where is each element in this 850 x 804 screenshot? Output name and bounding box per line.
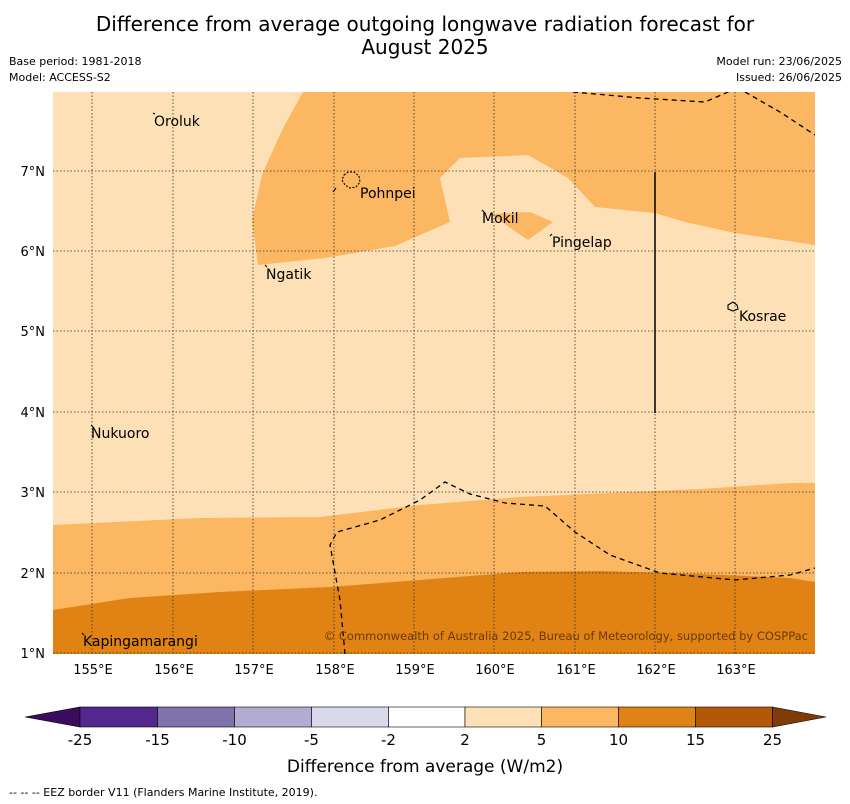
model-run: Model run: 23/06/2025	[716, 55, 842, 68]
longitude-ticks: 155°E 156°E 157°E 158°E 159°E 160°E 161°…	[73, 663, 756, 678]
label-ngatik: Ngatik	[266, 267, 312, 283]
colorbar-box-8	[618, 706, 696, 728]
colorbar-tick-8: 10	[609, 731, 628, 749]
colorbar-box-9	[695, 706, 773, 728]
colorbar-box-2	[157, 706, 235, 728]
colorbar-tick-4: -5	[304, 731, 319, 749]
label-mokil: Mokil	[482, 211, 519, 227]
label-kapingamarangi: Kapingamarangi	[83, 634, 198, 650]
label-pingelap: Pingelap	[552, 235, 612, 251]
colorbar-extend-high	[772, 706, 827, 728]
colorbar-box-7	[541, 706, 619, 728]
eez-border-note: -- -- -- EEZ border V11 (Flanders Marine…	[9, 786, 318, 799]
colorbar-tick-9: 15	[686, 731, 705, 749]
colorbar-tick-10: 25	[763, 731, 782, 749]
meta-left: Base period: 1981-2018 Model: ACCESS-S2	[9, 54, 141, 86]
lat-tick-3: 3°N	[21, 486, 46, 501]
anomaly-10-15-region	[53, 571, 815, 654]
copyright-notice: © Commonwealth of Australia 2025, Bureau…	[324, 629, 808, 643]
colorbar-box-1	[79, 706, 158, 728]
pohnpei-island-outline	[341, 171, 361, 189]
colorbar-tick-1: -25	[68, 731, 93, 749]
lon-tick-159: 159°E	[395, 663, 435, 678]
colorbar-box-6	[464, 706, 542, 728]
colorbar-tick-7: 5	[537, 731, 547, 749]
label-kosrae: Kosrae	[739, 309, 786, 325]
meta-right: Model run: 23/06/2025 Issued: 26/06/2025	[716, 54, 842, 86]
base-period: Base period: 1981-2018	[9, 55, 142, 68]
lat-tick-4: 4°N	[21, 406, 46, 421]
lon-tick-163: 163°E	[716, 663, 756, 678]
issued-date: Issued: 26/06/2025	[735, 71, 842, 84]
kosrae-island-outline	[727, 301, 739, 312]
lon-tick-156: 156°E	[154, 663, 194, 678]
label-pohnpei: Pohnpei	[360, 186, 416, 202]
colorbar-box-4	[311, 706, 389, 728]
colorbar-tick-2: -15	[145, 731, 170, 749]
island-outlines	[81, 112, 739, 636]
lon-tick-160: 160°E	[475, 663, 515, 678]
colorbar-tick-5: -2	[381, 731, 396, 749]
lon-tick-158: 158°E	[315, 663, 355, 678]
lat-tick-6: 6°N	[21, 245, 46, 260]
lon-tick-155: 155°E	[73, 663, 113, 678]
title-line-1: Difference from average outgoing longwav…	[95, 12, 755, 36]
lat-tick-5: 5°N	[21, 325, 46, 340]
map-title: Difference from average outgoing longwav…	[0, 13, 850, 59]
model-name: Model: ACCESS-S2	[9, 71, 111, 84]
lon-tick-161: 161°E	[556, 663, 596, 678]
lat-tick-2: 2°N	[21, 567, 46, 582]
latitude-ticks: 7°N 6°N 5°N 4°N 3°N 2°N 1°N	[21, 165, 46, 662]
colorbar: -25 -15 -10 -5 -2 2 5 10 15 25 Differenc…	[24, 706, 827, 777]
colorbar-extend-low	[24, 706, 81, 728]
eez-border	[329, 92, 815, 654]
colorbar-tick-6: 2	[460, 731, 470, 749]
lon-tick-162: 162°E	[636, 663, 676, 678]
map-area: Oroluk Pohnpei Mokil Pingelap Ngatik Kos…	[53, 92, 815, 654]
lat-tick-7: 7°N	[21, 165, 46, 180]
label-nukuoro: Nukuoro	[91, 426, 149, 442]
anomaly-5-10-region-mokil	[490, 212, 553, 240]
title-line-2: August 2025	[361, 35, 489, 59]
colorbar-box-5	[388, 706, 466, 728]
anomaly-5-10-region-north	[252, 92, 815, 265]
lat-tick-1: 1°N	[21, 647, 46, 662]
colorbar-title: Difference from average (W/m2)	[287, 757, 563, 777]
label-oroluk: Oroluk	[154, 114, 201, 130]
lon-tick-157: 157°E	[234, 663, 274, 678]
colorbar-box-3	[234, 706, 312, 728]
colorbar-tick-3: -10	[222, 731, 247, 749]
